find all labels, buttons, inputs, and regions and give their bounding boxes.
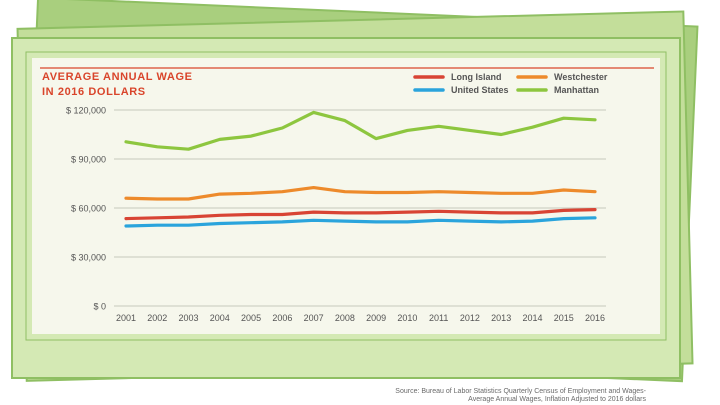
x-tick-label: 2014 xyxy=(522,313,542,323)
series-line-united-states xyxy=(124,216,597,228)
x-tick-label: 2004 xyxy=(210,313,230,323)
x-tick-label: 2007 xyxy=(304,313,324,323)
x-tick-label: 2015 xyxy=(554,313,574,323)
y-tick-label: $ 90,000 xyxy=(71,155,106,165)
chart-panel xyxy=(32,58,660,334)
chart-axes: $ 0 $ 30,000 $ 60,000 $ 90,000 $ 120,000 2001… xyxy=(66,106,606,323)
chart-subtitle: IN 2016 DOLLARS xyxy=(42,86,146,98)
x-tick-label: 2016 xyxy=(585,313,605,323)
chart-legend: Long Island United States Westchester Manha… xyxy=(413,72,608,95)
series-line-westchester xyxy=(124,186,597,201)
series-line-manhattan xyxy=(124,110,597,151)
x-tick-label: 2012 xyxy=(460,313,480,323)
x-tick-label: 2005 xyxy=(241,313,261,323)
x-tick-label: 2013 xyxy=(491,313,511,323)
x-tick-label: 2009 xyxy=(366,313,386,323)
chart-lines xyxy=(124,110,597,228)
x-tick-label: 2001 xyxy=(116,313,136,323)
x-tick-label: 2008 xyxy=(335,313,355,323)
source-note-line2: Average Annual Wages, Inflation Adjusted… xyxy=(468,396,646,403)
series-line-long-island xyxy=(124,208,597,221)
legend-label-long-island: Long Island xyxy=(451,72,502,82)
y-tick-label: $ 60,000 xyxy=(71,204,106,214)
y-tick-label: $ 120,000 xyxy=(66,106,106,116)
y-tick-label: $ 30,000 xyxy=(71,253,106,263)
x-tick-label: 2003 xyxy=(179,313,199,323)
bill-inner-border xyxy=(25,51,667,341)
x-tick-label: 2010 xyxy=(397,313,417,323)
legend-label-manhattan: Manhattan xyxy=(554,85,599,95)
x-tick-label: 2011 xyxy=(429,313,448,323)
money-bill-background xyxy=(11,0,699,383)
source-note-line1: Source: Bureau of Labor Statistics Quart… xyxy=(395,388,646,395)
x-tick-label: 2006 xyxy=(272,313,292,323)
y-tick-label: $ 0 xyxy=(93,302,106,312)
legend-label-westchester: Westchester xyxy=(554,72,608,82)
x-tick-label: 2002 xyxy=(147,313,167,323)
legend-label-united-states: United States xyxy=(451,85,509,95)
chart-title: AVERAGE ANNUAL WAGE xyxy=(42,71,193,83)
